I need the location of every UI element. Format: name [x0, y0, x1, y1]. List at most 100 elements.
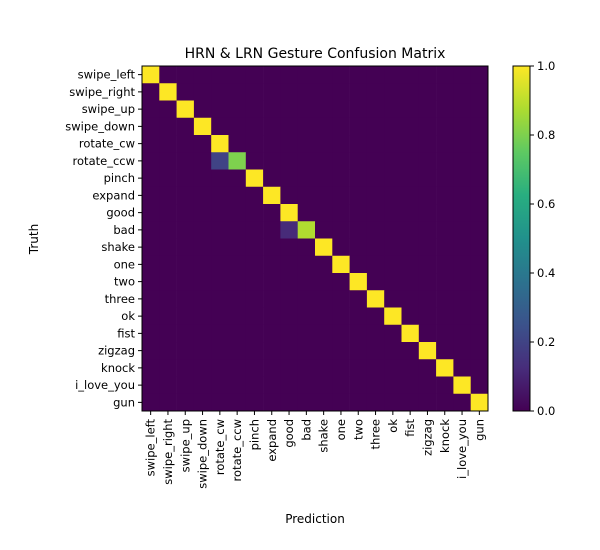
heatmap-cell-swipe_right-ok: [384, 83, 402, 101]
heatmap-cell-expand-i_love_you: [453, 186, 471, 205]
heatmap-cell-zigzag-zigzag: [418, 342, 437, 360]
heatmap-cell-knock-ok: [384, 359, 402, 377]
heatmap-cell-zigzag-knock: [436, 342, 454, 360]
heatmap-cell-rotate_ccw-one: [332, 152, 350, 170]
heatmap-cell-fist-rotate_ccw: [228, 324, 247, 343]
heatmap-cell-fist-three: [366, 324, 385, 343]
heatmap-cell-swipe_left-one: [332, 66, 350, 84]
heatmap-cell-expand-bad: [297, 186, 316, 205]
heatmap-cell-swipe_down-gun: [470, 117, 489, 136]
heatmap-cell-good-shake: [315, 204, 333, 222]
heatmap-cell-knock-good: [280, 359, 298, 377]
heatmap-cell-rotate_ccw-expand: [263, 152, 281, 170]
heatmap-cell-swipe_right-gun: [470, 83, 489, 101]
heatmap-cell-good-pinch: [245, 204, 264, 222]
heatmap-cell-fist-gun: [470, 324, 489, 343]
heatmap-cell-ok-swipe_up: [176, 307, 195, 326]
heatmap-cell-i_love_you-knock: [436, 376, 454, 395]
heatmap-cell-swipe_left-bad: [297, 66, 316, 84]
heatmap-cell-two-fist: [401, 273, 420, 291]
heatmap-cell-rotate_cw-swipe_right: [159, 135, 177, 153]
heatmap-cell-rotate_cw-three: [366, 135, 385, 153]
heatmap-cell-swipe_left-swipe_down: [193, 66, 212, 84]
heatmap-cell-pinch-two: [349, 169, 368, 188]
heatmap-cell-rotate_cw-expand: [263, 135, 281, 153]
heatmap-cell-i_love_you-swipe_up: [176, 376, 195, 395]
heatmap-cell-swipe_left-knock: [436, 66, 454, 84]
heatmap-cell-gun-good: [280, 393, 298, 412]
heatmap-cell-good-rotate_ccw: [228, 204, 247, 222]
x-tick-label-shake: shake: [317, 419, 331, 453]
heatmap-cell-one-one: [332, 255, 350, 274]
heatmap-cell-swipe_down-i_love_you: [453, 117, 471, 136]
heatmap-cell-two-expand: [263, 273, 281, 291]
heatmap-cell-rotate_ccw-fist: [401, 152, 420, 170]
heatmap-cell-ok-swipe_left: [142, 307, 160, 326]
heatmap-cell-one-shake: [315, 255, 333, 274]
heatmap-cell-swipe_up-ok: [384, 100, 402, 119]
heatmap-cell-fist-swipe_left: [142, 324, 160, 343]
heatmap-cell-one-expand: [263, 255, 281, 274]
heatmap-cell-rotate_ccw-gun: [470, 152, 489, 170]
heatmap-cell-shake-shake: [315, 238, 333, 257]
heatmap-cell-knock-one: [332, 359, 350, 377]
heatmap-cell-gun-swipe_down: [193, 393, 212, 412]
heatmap-cell-swipe_up-knock: [436, 100, 454, 119]
heatmap-cell-knock-i_love_you: [453, 359, 471, 377]
heatmap-cell-swipe_right-shake: [315, 83, 333, 101]
heatmap-cell-rotate_cw-swipe_down: [193, 135, 212, 153]
heatmap-cell-three-swipe_left: [142, 290, 160, 308]
heatmap-cell-knock-swipe_down: [193, 359, 212, 377]
heatmap-cell-ok-ok: [384, 307, 402, 326]
heatmap-cell-good-three: [366, 204, 385, 222]
heatmap-cell-zigzag-one: [332, 342, 350, 360]
heatmap-cell-shake-knock: [436, 238, 454, 257]
heatmap-cell-swipe_right-swipe_down: [193, 83, 212, 101]
heatmap-cell-three-rotate_ccw: [228, 290, 247, 308]
y-tick-label-swipe_down: swipe_down: [65, 119, 135, 133]
heatmap-cell-shake-swipe_left: [142, 238, 160, 257]
x-tick-label-rotate_cw: rotate_cw: [213, 419, 227, 475]
heatmap-cell-pinch-rotate_ccw: [228, 169, 247, 188]
heatmap-cell-rotate_cw-i_love_you: [453, 135, 471, 153]
heatmap-cell-ok-one: [332, 307, 350, 326]
heatmap-cell-swipe_left-good: [280, 66, 298, 84]
heatmap-cell-gun-i_love_you: [453, 393, 471, 412]
heatmap-cell-one-fist: [401, 255, 420, 274]
heatmap-cell-gun-rotate_ccw: [228, 393, 247, 412]
x-tick-label-bad: bad: [299, 419, 313, 441]
heatmap-cell-two-one: [332, 273, 350, 291]
heatmap-cell-swipe_left-rotate_cw: [211, 66, 229, 84]
heatmap-cell-good-i_love_you: [453, 204, 471, 222]
heatmap-cell-bad-shake: [315, 221, 333, 239]
heatmap-cell-two-ok: [384, 273, 402, 291]
heatmap-cell-one-knock: [436, 255, 454, 274]
heatmap-cell-ok-rotate_cw: [211, 307, 229, 326]
heatmap-cell-two-i_love_you: [453, 273, 471, 291]
x-tick-label-rotate_ccw: rotate_ccw: [230, 419, 244, 481]
heatmap-cell-rotate_cw-two: [349, 135, 368, 153]
heatmap-cell-three-one: [332, 290, 350, 308]
heatmap-cell-swipe_up-good: [280, 100, 298, 119]
heatmap-cell-fist-one: [332, 324, 350, 343]
heatmap-cell-good-bad: [297, 204, 316, 222]
heatmap-cell-two-two: [349, 273, 368, 291]
heatmap-cell-rotate_cw-knock: [436, 135, 454, 153]
heatmap-cell-bad-swipe_down: [193, 221, 212, 239]
heatmap-cell-swipe_left-expand: [263, 66, 281, 84]
heatmap-cell-shake-pinch: [245, 238, 264, 257]
heatmap-cell-pinch-fist: [401, 169, 420, 188]
heatmap-cell-swipe_left-shake: [315, 66, 333, 84]
heatmap-cell-gun-pinch: [245, 393, 264, 412]
heatmap-cell-swipe_up-bad: [297, 100, 316, 119]
heatmap-cell-gun-knock: [436, 393, 454, 412]
heatmap-cell-knock-gun: [470, 359, 489, 377]
heatmap-cell-rotate_cw-good: [280, 135, 298, 153]
heatmap-cell-fist-swipe_up: [176, 324, 195, 343]
y-tick-label-knock: knock: [101, 361, 135, 375]
heatmap-cell-ok-i_love_you: [453, 307, 471, 326]
heatmap-cell-good-swipe_left: [142, 204, 160, 222]
heatmap-cell-i_love_you-bad: [297, 376, 316, 395]
heatmap-cell-ok-pinch: [245, 307, 264, 326]
colorbar-gradient: [513, 66, 530, 411]
